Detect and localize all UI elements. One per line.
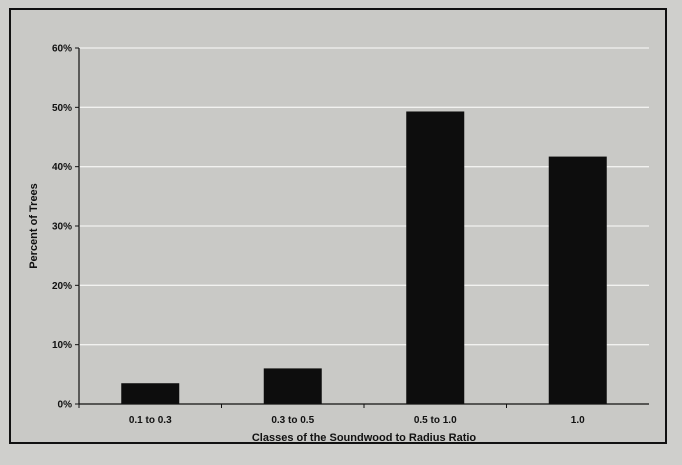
x-tick-labels: 0.1 to 0.3 0.3 to 0.5 0.5 to 1.0 1.0 (78, 404, 585, 426)
y-tick-label: 50% (52, 103, 72, 114)
x-axis-title: Classes of the Soundwood to Radius Ratio (252, 432, 477, 444)
x-tick-label: 1.0 (571, 415, 585, 426)
bar-4 (548, 156, 607, 404)
bar-3 (406, 111, 465, 404)
y-tick-labels: 0% 10% 20% 30% 40% 50% 60% (52, 44, 79, 411)
y-tick-label: 60% (52, 44, 72, 55)
bars (121, 111, 607, 404)
y-tick-label: 30% (52, 222, 72, 233)
bar-1 (121, 383, 180, 404)
y-axis-title: Percent of Trees (28, 183, 40, 269)
y-tick-label: 10% (52, 340, 72, 351)
x-tick-label: 0.3 to 0.5 (271, 415, 314, 426)
y-tick-label: 20% (52, 281, 72, 292)
y-tick-label: 40% (52, 162, 72, 173)
x-tick-label: 0.5 to 1.0 (414, 415, 457, 426)
y-tick-label: 0% (58, 400, 73, 411)
bar-chart: 0% 10% 20% 30% 40% 50% 60% 0.1 to 0.3 0.3 to 0.… (28, 44, 649, 444)
bar-2 (263, 368, 322, 404)
chart-frame: 0% 10% 20% 30% 40% 50% 60% 0.1 to 0.3 0.3 to 0.… (9, 8, 667, 444)
x-tick-label: 0.1 to 0.3 (129, 415, 172, 426)
